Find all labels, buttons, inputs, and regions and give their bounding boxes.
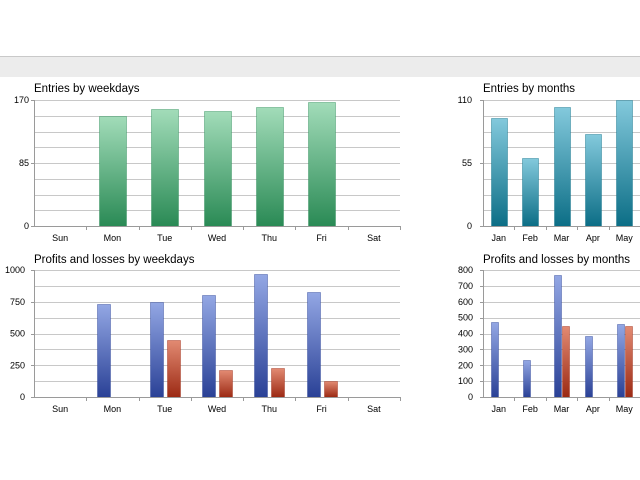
- bar-profits-fri: [307, 292, 321, 398]
- chart-title-entries-by-weekdays: Entries by weekdays: [34, 83, 140, 95]
- x-tick-label: Sun: [52, 233, 68, 243]
- profits-losses-by-months-chart: 0 100 200 300 400 500 600 700 800 Jan Feb Mar Apr May…: [440, 251, 640, 421]
- x-tick-label: Feb: [522, 404, 538, 414]
- bar-losses-fri: [324, 381, 338, 398]
- y-tick-label: 400: [458, 329, 473, 339]
- bar-profits-wed: [202, 295, 216, 398]
- x-tick-label: Thu: [262, 404, 278, 414]
- x-tick-label: Thu: [262, 233, 278, 243]
- bar-profits-tue: [150, 302, 164, 398]
- bar-losses-may: [625, 326, 633, 398]
- bar-profits-may: [617, 324, 625, 398]
- chart-title-profits-losses-by-months: Profits and losses by months: [483, 254, 631, 266]
- entries-by-weekdays-chart: 0 85 170 Sun Mon Tue Wed Thu Fri Sat Entries by w…: [0, 80, 420, 250]
- bar-entries-thu: [256, 107, 284, 227]
- y-tick-label: 55: [462, 158, 472, 168]
- x-tick-label: Tue: [157, 404, 172, 414]
- x-tick-label: Apr: [586, 233, 600, 243]
- x-tick-label: Sat: [367, 404, 381, 414]
- chart-title-entries-by-months: Entries by months: [483, 83, 576, 95]
- bar-losses-mar: [562, 326, 570, 398]
- y-tick-label: 200: [458, 360, 473, 370]
- x-tick-label: Sun: [52, 404, 68, 414]
- x-tick-label: May: [616, 233, 634, 243]
- x-tick-label: Tue: [157, 233, 172, 243]
- bar-losses-thu: [271, 368, 285, 398]
- x-tick-label: Apr: [586, 404, 600, 414]
- bar-losses-wed: [219, 370, 233, 398]
- x-tick-label: Mon: [104, 404, 122, 414]
- x-tick-label: Fri: [316, 233, 327, 243]
- x-tick-label: Jan: [491, 404, 506, 414]
- profits-losses-by-months-plot: 0 100 200 300 400 500 600 700 800 Jan Feb Mar Apr May: [458, 265, 640, 414]
- bar-profits-mar: [554, 275, 562, 398]
- bar-losses-tue: [167, 340, 181, 398]
- y-tick-label: 750: [10, 297, 25, 307]
- y-tick-label: 1000: [5, 265, 25, 275]
- bar-entries-tue: [151, 109, 179, 227]
- x-tick-label: May: [616, 404, 634, 414]
- x-tick-label: Wed: [208, 404, 226, 414]
- bar-entries-may: [616, 100, 633, 227]
- chart-title-profits-losses-by-weekdays: Profits and losses by weekdays: [34, 254, 195, 266]
- bar-profits-jan: [491, 322, 499, 398]
- bar-profits-feb: [523, 360, 531, 398]
- bar-entries-mon: [99, 116, 127, 227]
- x-tick-label: Feb: [522, 233, 538, 243]
- toolbar-band: [0, 56, 640, 77]
- y-tick-label: 250: [10, 360, 25, 370]
- profits-losses-by-weekdays-plot: 0 250 500 750 1000 Sun Mon Tue Wed Thu Fri Sat: [5, 265, 401, 414]
- bar-profits-mon: [97, 304, 111, 398]
- bar-profits-thu: [254, 274, 268, 398]
- bar-profits-apr: [585, 336, 593, 398]
- y-tick-label: 0: [24, 221, 29, 231]
- y-tick-label: 110: [458, 95, 472, 105]
- y-tick-label: 0: [468, 392, 473, 402]
- bar-entries-mar: [554, 107, 571, 227]
- bar-entries-fri: [308, 102, 336, 227]
- x-tick-label: Wed: [208, 233, 226, 243]
- y-tick-label: 0: [467, 221, 472, 231]
- profits-losses-by-weekdays-chart: 0 250 500 750 1000 Sun Mon Tue Wed Thu Fri Sat Prof…: [0, 251, 420, 421]
- x-tick-label: Jan: [491, 233, 506, 243]
- x-tick-label: Mon: [104, 233, 122, 243]
- bar-entries-feb: [522, 158, 539, 227]
- bar-entries-wed: [204, 111, 232, 227]
- y-tick-label: 100: [458, 376, 473, 386]
- x-tick-label: Sat: [367, 233, 381, 243]
- x-tick-label: Mar: [554, 233, 570, 243]
- entries-by-months-chart: 0 55 110 Jan Feb Mar Apr May Entries by months: [440, 80, 640, 250]
- y-tick-label: 300: [458, 344, 473, 354]
- entries-by-weekdays-plot: 0 85 170 Sun Mon Tue Wed Thu Fri Sat: [14, 95, 401, 243]
- y-tick-label: 600: [458, 297, 473, 307]
- y-tick-label: 85: [19, 158, 29, 168]
- y-tick-label: 500: [10, 329, 25, 339]
- y-tick-label: 500: [458, 313, 473, 323]
- entries-by-months-plot: 0 55 110 Jan Feb Mar Apr May: [458, 95, 640, 243]
- x-tick-label: Fri: [316, 404, 327, 414]
- bar-entries-jan: [491, 118, 508, 227]
- y-tick-label: 170: [14, 95, 29, 105]
- x-tick-label: Mar: [554, 404, 570, 414]
- y-tick-label: 800: [458, 265, 473, 275]
- y-tick-label: 700: [458, 281, 473, 291]
- y-tick-label: 0: [20, 392, 25, 402]
- bar-entries-apr: [585, 134, 602, 227]
